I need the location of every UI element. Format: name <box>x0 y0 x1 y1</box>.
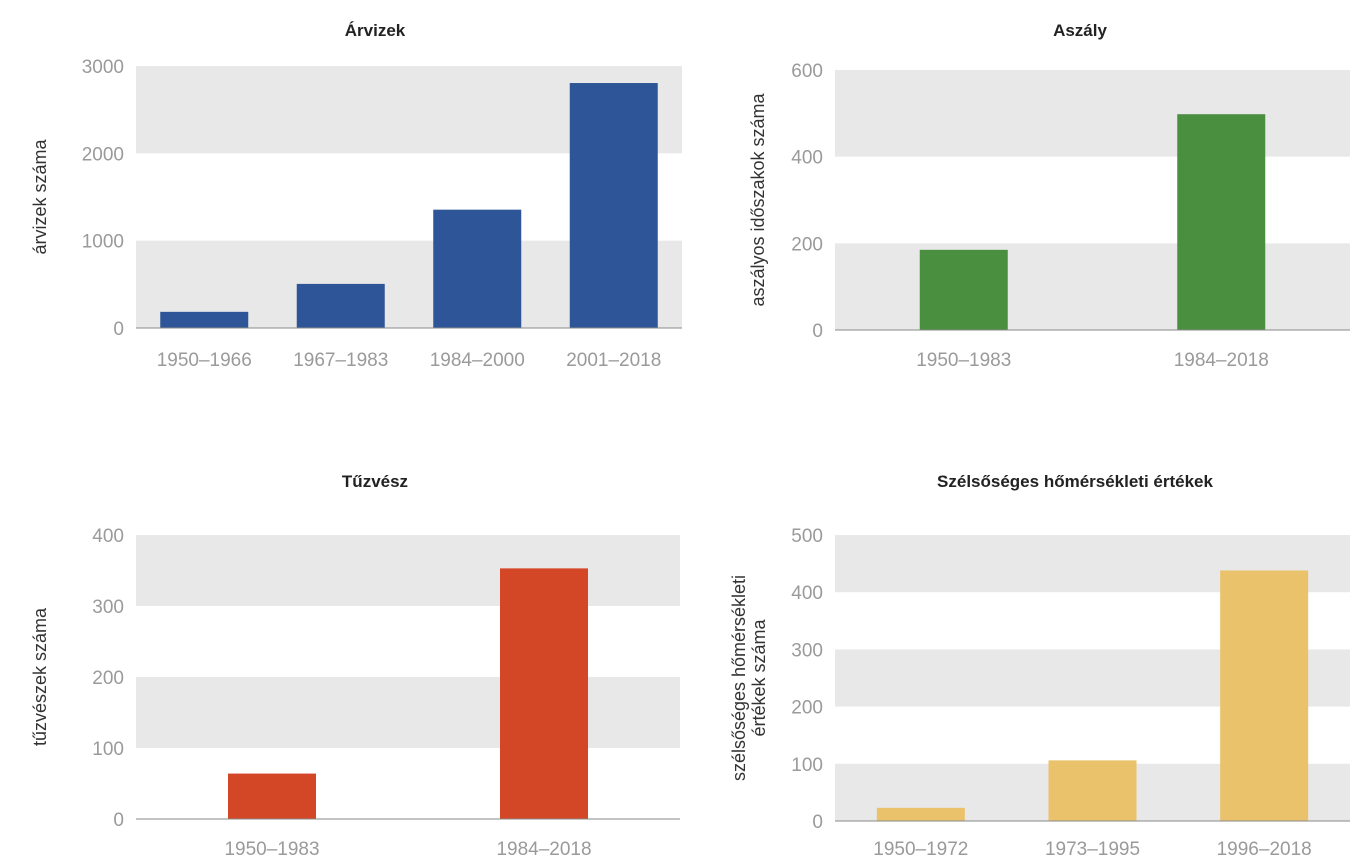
x-tick-label: 1950–1966 <box>157 350 252 371</box>
grid-band <box>835 70 1350 157</box>
bar-drought <box>1177 114 1266 330</box>
bar-temperature <box>1048 760 1137 821</box>
y-tick-label: 1000 <box>82 232 124 253</box>
chart-title: Szélsőséges hőmérsékleti értékek <box>937 472 1213 491</box>
bar-floods <box>433 209 522 328</box>
bar-floods <box>569 83 658 328</box>
grid-band <box>136 535 680 606</box>
y-tick-label: 100 <box>92 739 124 760</box>
bar-temperature <box>876 807 965 821</box>
x-tick-label: 1984–2000 <box>430 350 525 371</box>
chart-title: Árvizek <box>345 21 406 40</box>
bar-floods <box>296 283 385 328</box>
x-tick-label: 1967–1983 <box>293 350 388 371</box>
x-tick-label: 2001–2018 <box>566 350 661 371</box>
chart-panel-extreme-temperature: 0 100 200 300 400 500 1950–1972 1973–1995 1996–2… <box>690 460 1350 859</box>
y-tick-label: 400 <box>92 526 124 547</box>
x-tick-label: 1950–1983 <box>224 839 319 859</box>
wildfire-bar-chart: 0 100 200 300 400 1950–1983 1984–2018 Tűzvész tű… <box>30 472 680 859</box>
x-tick-label: 1996–2018 <box>1217 839 1312 859</box>
y-tick-label: 2000 <box>82 144 124 165</box>
y-tick-label: 200 <box>791 234 823 255</box>
bar-wildfire <box>228 773 316 819</box>
bar-wildfire <box>500 568 588 819</box>
y-tick-label: 0 <box>812 812 823 833</box>
drought-bar-chart: 0 200 400 600 1950–1983 1984–2018 Aszály aszály… <box>748 21 1350 371</box>
y-tick-label: 0 <box>113 810 124 831</box>
x-tick-label: 1950–1983 <box>916 350 1011 371</box>
y-axis-label: szélsőséges hőmérsékleti <box>729 575 749 781</box>
y-tick-label: 300 <box>791 640 823 661</box>
extreme-temperature-bar-chart: 0 100 200 300 400 500 1950–1972 1973–1995 1996–2… <box>729 472 1350 859</box>
chart-title: Tűzvész <box>342 472 408 491</box>
bar-temperature <box>1220 570 1309 821</box>
x-tick-label: 1984–2018 <box>1174 350 1269 371</box>
chart-title: Aszály <box>1053 21 1107 40</box>
x-tick-label: 1973–1995 <box>1045 839 1140 859</box>
y-tick-label: 300 <box>92 597 124 618</box>
y-tick-label: 400 <box>791 583 823 604</box>
bar-drought <box>919 249 1008 330</box>
grid-band <box>136 677 680 748</box>
y-axis-label: árvizek száma <box>30 138 50 254</box>
y-tick-label: 600 <box>791 61 823 82</box>
y-tick-label: 200 <box>791 698 823 719</box>
chart-panel-floods: 0 1000 2000 3000 1950–1966 1967–1983 1984–2000… <box>0 0 690 400</box>
x-tick-label: 1984–2018 <box>496 839 591 859</box>
y-tick-label: 100 <box>791 755 823 776</box>
floods-bar-chart: 0 1000 2000 3000 1950–1966 1967–1983 1984–2000… <box>30 21 682 371</box>
grid-band <box>835 243 1350 330</box>
y-axis-label: értékek száma <box>749 618 769 736</box>
y-tick-label: 200 <box>92 668 124 689</box>
chart-panel-wildfire: 0 100 200 300 400 1950–1983 1984–2018 Tűzvész tű… <box>0 460 690 859</box>
y-tick-label: 500 <box>791 526 823 547</box>
y-tick-label: 3000 <box>82 57 124 78</box>
y-axis-label: aszályos időszakok száma <box>748 92 768 306</box>
y-tick-label: 0 <box>812 321 823 342</box>
y-tick-label: 0 <box>113 319 124 340</box>
x-tick-label: 1950–1972 <box>873 839 968 859</box>
bar-floods <box>160 311 249 328</box>
chart-panel-drought: 0 200 400 600 1950–1983 1984–2018 Aszály aszály… <box>690 0 1350 400</box>
y-axis-label: tűzvészek száma <box>30 607 50 746</box>
y-tick-label: 400 <box>791 148 823 169</box>
